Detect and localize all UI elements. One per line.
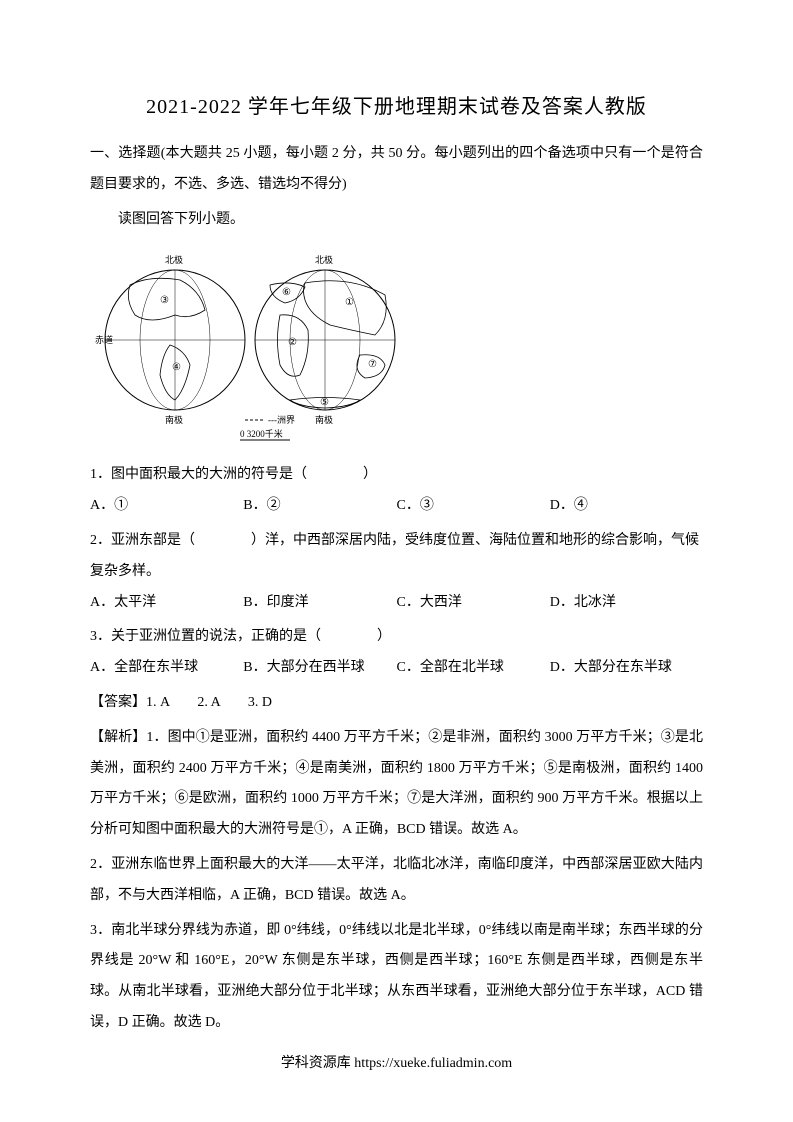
q2-option-a: A．太平洋: [90, 588, 243, 619]
page-title: 2021-2022 学年七年级下册地理期末试卷及答案人教版: [90, 90, 703, 119]
map-scale: 0 3200千米: [240, 428, 283, 439]
map-legend: ---洲界: [268, 415, 295, 425]
q3-option-a: A．全部在东半球: [90, 653, 243, 684]
world-hemispheres-map: 北极 北极 赤道 南极 南极 ① ② ③ ④ ⑤ ⑥ ⑦ ---洲界 0 320…: [90, 245, 410, 445]
map-label-north-right: 北极: [315, 254, 333, 265]
map-figure: 北极 北极 赤道 南极 南极 ① ② ③ ④ ⑤ ⑥ ⑦ ---洲界 0 320…: [90, 245, 703, 450]
map-number-3: ③: [160, 295, 169, 306]
question-2-options: A．太平洋 B．印度洋 C．大西洋 D．北冰洋: [90, 588, 703, 619]
section-header: 一、选择题(本大题共 25 小题，每小题 2 分，共 50 分。每小题列出的四个…: [90, 139, 703, 201]
explanation-1: 【解析】1．图中①是亚洲，面积约 4400 万平方千米；②是非洲，面积约 300…: [90, 723, 703, 846]
question-2-text: 2．亚洲东部是（ ）洋，中西部深居内陆，受纬度位置、海陆位置和地形的综合影响，气…: [90, 526, 703, 588]
q2-option-b: B．印度洋: [243, 588, 396, 619]
q1-option-a: A．①: [90, 491, 243, 522]
answer-key: 【答案】1. A 2. A 3. D: [90, 688, 703, 719]
map-label-equator: 赤道: [95, 334, 113, 345]
q1-option-c: C．③: [397, 491, 550, 522]
map-label-north-left: 北极: [165, 254, 183, 265]
map-label-south-right: 南极: [315, 414, 333, 425]
explanation-3: 3．南北半球分界线为赤道，即 0°纬线，0°纬线以北是北半球，0°纬线以南是南半…: [90, 916, 703, 1039]
q2-option-c: C．大西洋: [397, 588, 550, 619]
q3-option-d: D．大部分在东半球: [550, 653, 703, 684]
q1-option-b: B．②: [243, 491, 396, 522]
question-3-text: 3．关于亚洲位置的说法，正确的是（ ）: [90, 622, 703, 653]
explanation-2: 2．亚洲东临世界上面积最大的大洋——太平洋，北临北冰洋，南临印度洋，中西部深居亚…: [90, 850, 703, 912]
q3-option-b: B．大部分在西半球: [243, 653, 396, 684]
map-label-south-left: 南极: [165, 414, 183, 425]
map-number-4: ④: [172, 362, 181, 373]
map-number-7: ⑦: [368, 359, 377, 370]
q3-option-c: C．全部在北半球: [397, 653, 550, 684]
question-3-options: A．全部在东半球 B．大部分在西半球 C．全部在北半球 D．大部分在东半球: [90, 653, 703, 684]
instruction-text: 读图回答下列小题。: [90, 205, 703, 236]
map-number-2: ②: [288, 337, 297, 348]
map-number-1: ①: [345, 297, 354, 308]
q1-option-d: D．④: [550, 491, 703, 522]
question-1-text: 1．图中面积最大的大洲的符号是（ ）: [90, 460, 703, 491]
q2-option-d: D．北冰洋: [550, 588, 703, 619]
question-1-options: A．① B．② C．③ D．④: [90, 491, 703, 522]
map-number-5: ⑤: [320, 397, 329, 408]
map-number-6: ⑥: [282, 287, 291, 298]
page-footer: 学科资源库 https://xueke.fuliadmin.com: [0, 1052, 793, 1072]
